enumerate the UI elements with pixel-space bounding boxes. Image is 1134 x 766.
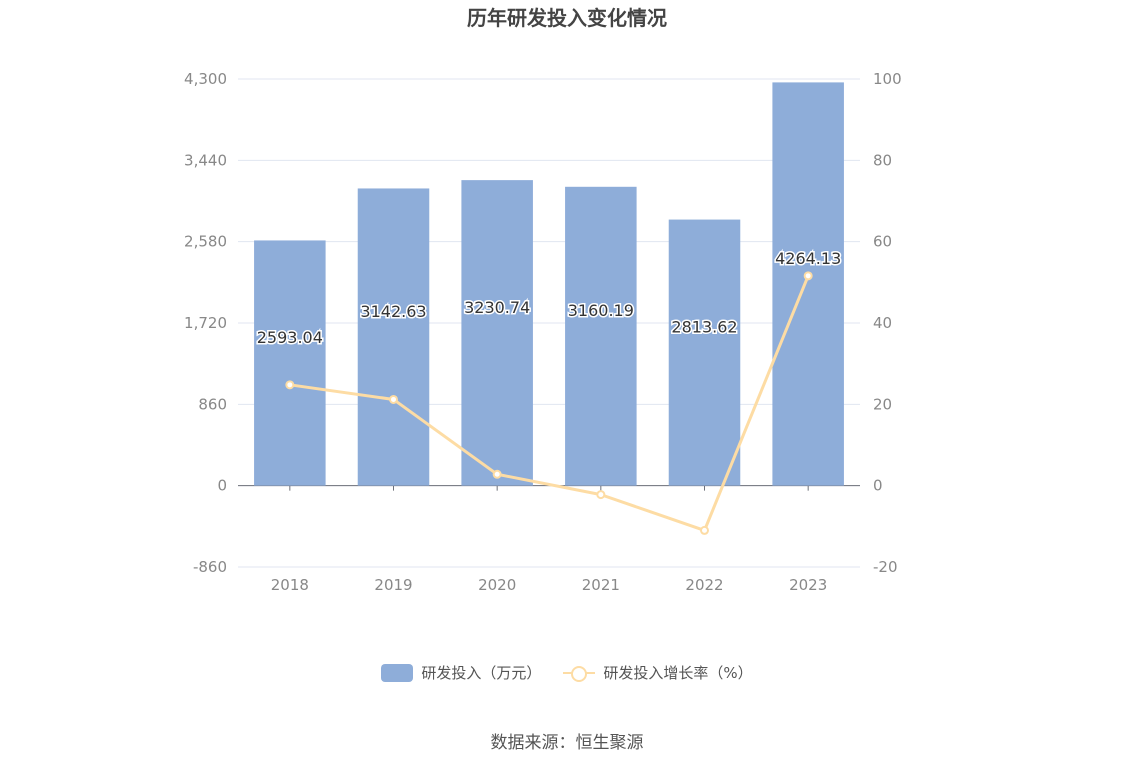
grid-lines	[238, 78, 860, 568]
x-tick-label: 2019	[374, 576, 412, 594]
y-left-tick-label: 3,440	[184, 151, 227, 169]
bar-data-label: 4264.13	[775, 249, 841, 268]
line-point	[700, 525, 709, 535]
y-right-tick-label: 100	[873, 70, 902, 88]
bar-data-label: 3160.19	[568, 301, 634, 320]
legend-label-line: 研发投入增长率（%）	[603, 664, 753, 682]
y-left-tick-label: -860	[193, 558, 227, 576]
bar-data-label: 2813.62	[671, 318, 737, 337]
bar-data-label: 2593.04	[257, 328, 323, 347]
bar	[668, 219, 741, 486]
x-tick-label: 2022	[685, 576, 723, 594]
legend-item-line[interactable]: 研发投入增长率（%）	[563, 662, 753, 683]
y-right-tick-label: 20	[873, 395, 892, 413]
y-left-tick-label: 860	[198, 395, 227, 413]
y-right-tick-label: -20	[873, 558, 898, 576]
legend-bar-swatch	[381, 663, 414, 682]
y-left-tick-label: 2,580	[184, 233, 227, 251]
data-labels: 2593.04 3142.63 3230.74 3160.19 2813.62 4264.…	[255, 248, 843, 349]
y-right-tick-label: 0	[873, 477, 883, 495]
line-point	[285, 380, 295, 390]
bar	[565, 186, 637, 486]
bar-data-label: 3142.63	[360, 302, 426, 321]
y-right-tick-label: 80	[873, 151, 892, 169]
bar	[461, 180, 533, 486]
legend-item-bar[interactable]: 研发投入（万元）	[381, 662, 541, 683]
chart-title: 历年研发投入变化情况	[467, 6, 667, 30]
line-point	[803, 271, 813, 281]
legend-line-swatch	[563, 664, 596, 682]
axes: -860 -20 0 0 860 20 1,720 40 2,580 60 3,440 80 4,300…	[184, 70, 902, 594]
bar	[254, 240, 326, 486]
growth-line	[289, 275, 810, 532]
bar-data-label: 3230.74	[464, 298, 530, 317]
x-tick-label: 2021	[582, 576, 620, 594]
y-right-tick-label: 60	[873, 233, 892, 251]
line-point	[389, 394, 398, 404]
x-tick-label: 2023	[789, 576, 827, 594]
bar	[357, 188, 430, 486]
line-point	[596, 490, 606, 500]
data-source: 数据来源：恒生聚源	[490, 733, 644, 753]
y-left-tick-label: 1,720	[184, 314, 227, 332]
line-series	[285, 271, 813, 535]
x-tick-label: 2020	[478, 576, 516, 594]
bar-series	[254, 82, 844, 486]
y-right-tick-label: 40	[873, 314, 892, 332]
x-tick-label: 2018	[271, 576, 309, 594]
legend: 研发投入（万元） 研发投入增长率（%）	[0, 662, 1134, 683]
y-left-tick-label: 0	[217, 477, 227, 495]
y-left-tick-label: 4,300	[184, 70, 227, 88]
bar	[772, 82, 844, 486]
line-point	[492, 469, 502, 479]
legend-label-bar: 研发投入（万元）	[421, 664, 542, 682]
